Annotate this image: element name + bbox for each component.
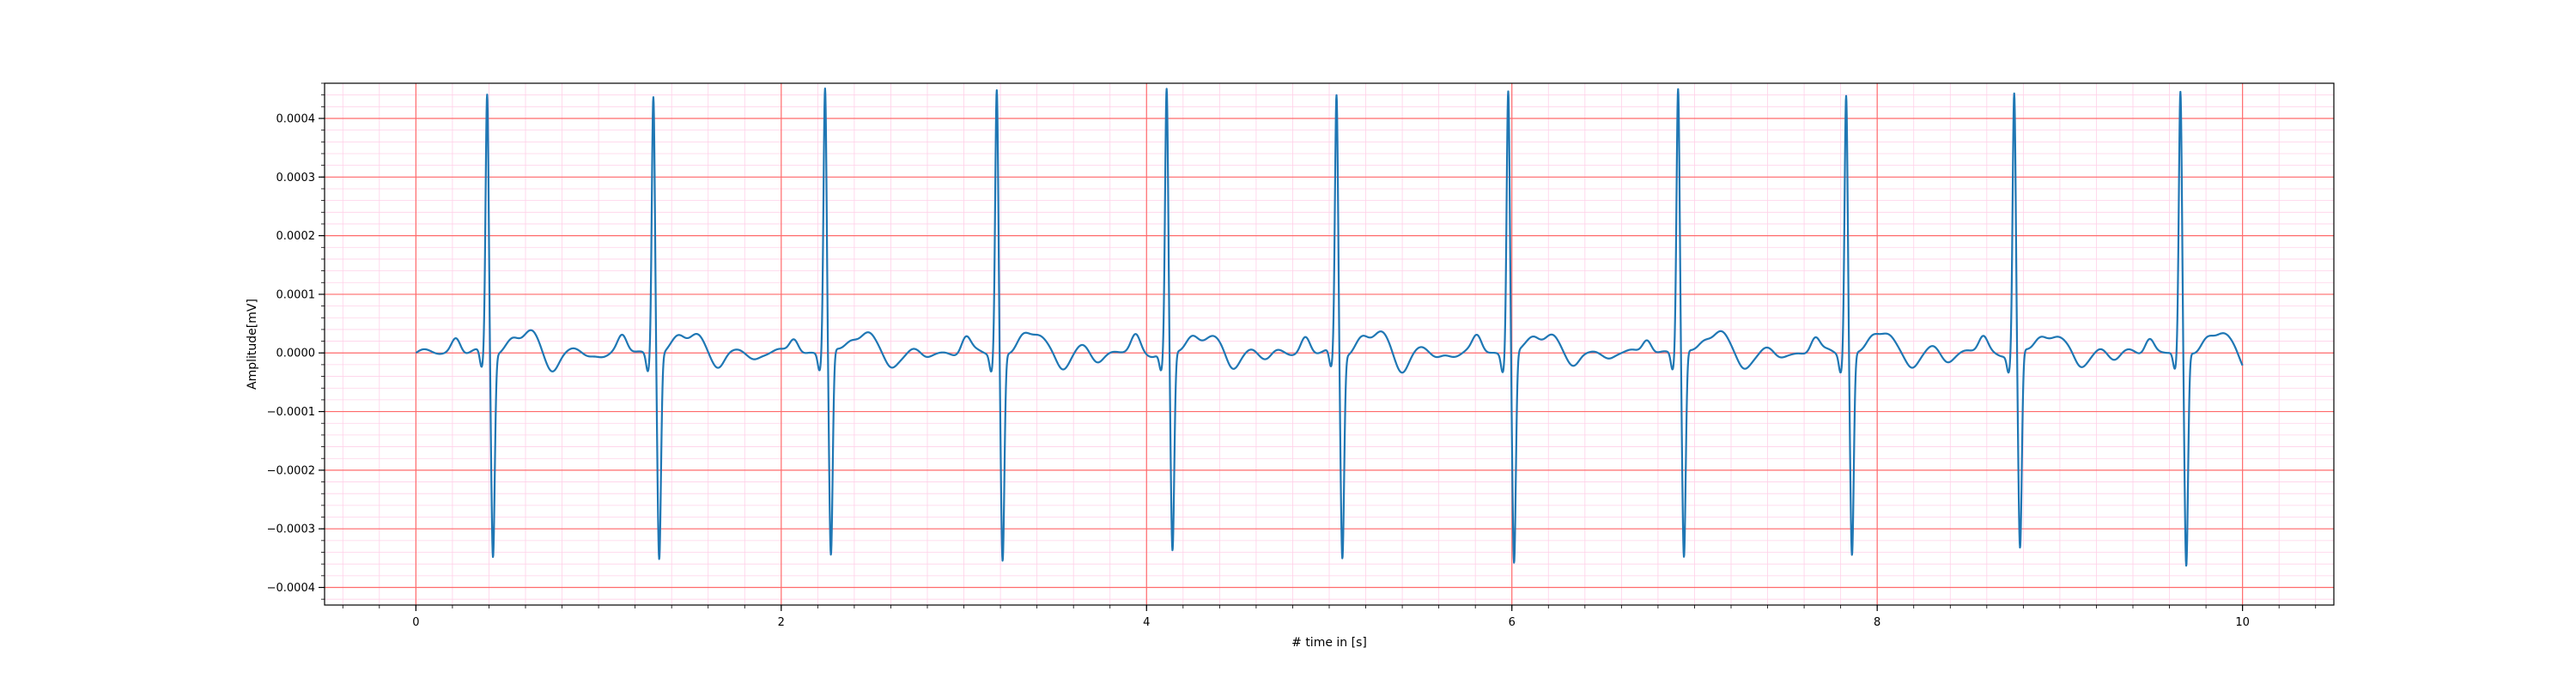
x-tick-label: 8 xyxy=(1874,616,1880,629)
x-tick-label: 4 xyxy=(1143,616,1150,629)
x-tick-label: 0 xyxy=(412,616,419,629)
x-tick-label: 6 xyxy=(1509,616,1516,629)
y-tick-label: 0.0002 xyxy=(276,230,316,243)
y-tick-label: −0.0001 xyxy=(267,406,315,419)
y-tick-label: 0.0003 xyxy=(276,172,316,185)
y-tick-label: −0.0003 xyxy=(267,524,315,536)
x-axis-label: # time in [s] xyxy=(1291,636,1367,650)
y-tick-label: 0.0000 xyxy=(276,348,316,360)
x-tick-label: 10 xyxy=(2235,616,2250,629)
y-tick-label: 0.0001 xyxy=(276,288,316,301)
y-tick-label: −0.0004 xyxy=(267,582,315,595)
y-tick-label: 0.0004 xyxy=(276,112,316,125)
y-axis-label: Amplitude[mV] xyxy=(246,299,259,390)
x-tick-label: 2 xyxy=(778,616,785,629)
y-tick-label: −0.0002 xyxy=(267,464,315,477)
